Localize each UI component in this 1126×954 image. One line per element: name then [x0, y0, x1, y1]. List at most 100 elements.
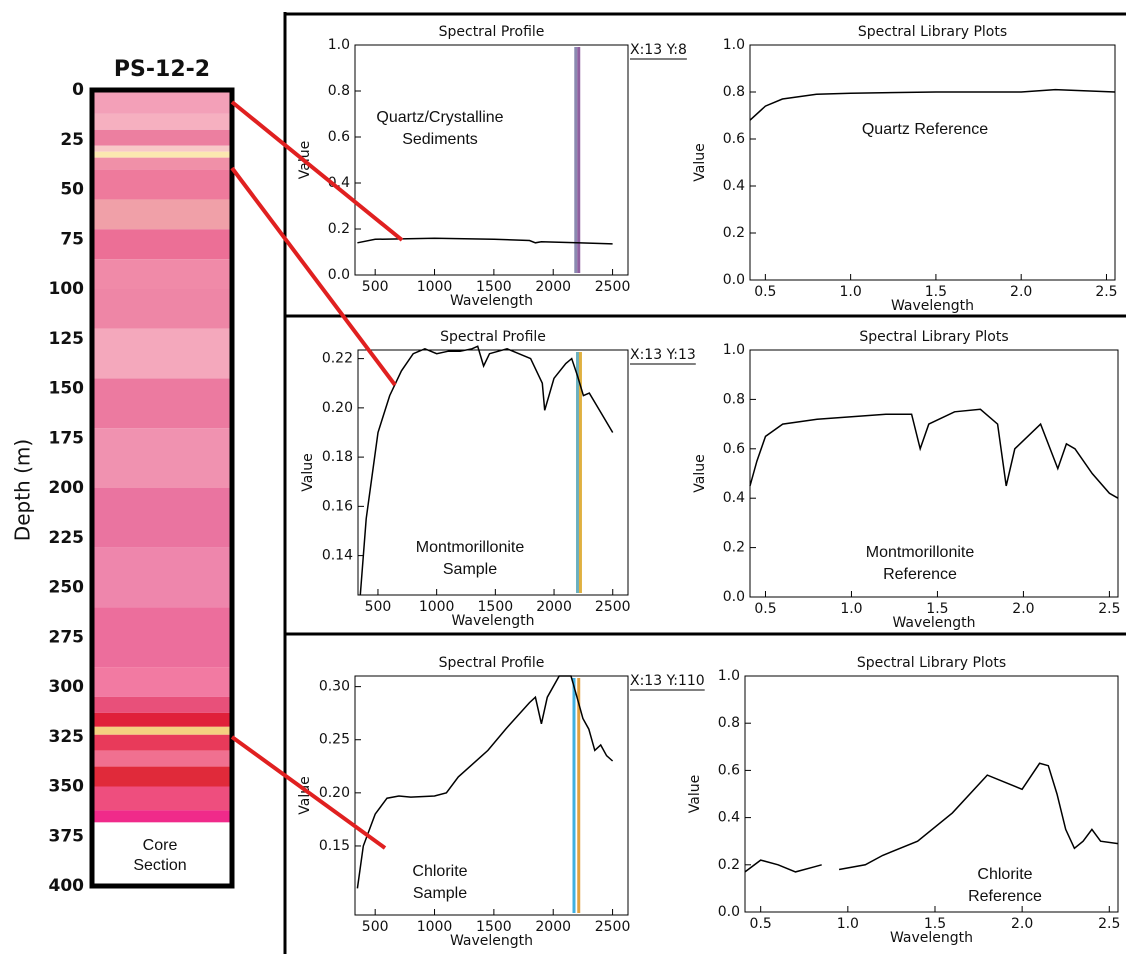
charts: PS-12-2 0 25 50 75 100 125 150 175 200 225 250 275 30…: [11, 24, 1121, 949]
annotation: Quartz/Crystalline: [376, 109, 503, 126]
core-layer: [92, 766, 232, 787]
connector: [230, 100, 404, 242]
spectrum-line: [356, 675, 614, 889]
x-tick-label: 1.0: [839, 284, 861, 300]
core-layer: [92, 113, 232, 130]
y-tick-label: 0.8: [328, 83, 350, 99]
annotation: Reference: [968, 888, 1042, 905]
core-layer: [92, 786, 232, 811]
chart-title: Spectral Profile: [439, 24, 545, 40]
y-tick-label: 0.6: [723, 131, 745, 147]
y-tick-label: 0.14: [322, 548, 353, 564]
x-axis-label: Wavelength: [450, 293, 533, 309]
y-tick-label: 0.2: [723, 225, 745, 241]
core-layer: [92, 259, 232, 289]
x-tick-label: 1.5: [924, 916, 946, 932]
core-layer: [92, 90, 232, 114]
core-layer: [92, 157, 232, 170]
core-layer: [92, 488, 232, 548]
x-tick-label: 1000: [419, 599, 455, 615]
plot-box: [354, 675, 629, 916]
y-tick-label: 375: [49, 826, 85, 846]
x-axis-label: Wavelength: [891, 298, 974, 314]
y-tick-label: 0.20: [322, 400, 353, 416]
y-tick-label: 0.8: [723, 84, 745, 100]
y-tick-label: 0.16: [322, 498, 353, 514]
annotation: Montmorillonite: [866, 544, 975, 561]
x-tick-label: 2.0: [1012, 601, 1034, 617]
core-layer: [92, 229, 232, 260]
chart-title: Spectral Library Plots: [858, 24, 1007, 40]
spectrum-line: [749, 88, 1116, 121]
core-layer: [92, 428, 232, 488]
y-tick-label: 0.20: [319, 785, 350, 801]
y-tick-label: 0.2: [718, 857, 740, 873]
chart-title: Spectral Profile: [440, 329, 546, 345]
x-tick-label: 500: [362, 279, 389, 295]
plot-box: [354, 44, 629, 276]
x-tick-label: 2000: [535, 919, 571, 935]
spectrum-line: [357, 237, 613, 245]
x-tick-label: 2.0: [1011, 916, 1033, 932]
x-axis-label: Wavelength: [892, 615, 975, 631]
y-tick-label: 0: [72, 80, 84, 100]
y-tick-label: 0.25: [319, 732, 350, 748]
y-tick-label: 1.0: [723, 342, 745, 358]
spectrum-line: [359, 345, 614, 596]
annotation: Sample: [443, 561, 497, 578]
core-layer: [92, 328, 232, 379]
y-tick-label: 0.2: [723, 540, 745, 556]
x-tick-label: 1500: [476, 919, 512, 935]
coordinates: X:13 Y:110: [630, 673, 705, 689]
y-tick-label: 0.15: [319, 838, 350, 854]
x-tick-label: 2.5: [1095, 284, 1117, 300]
annotation: Quartz Reference: [862, 121, 988, 138]
x-tick-label: 1000: [417, 919, 453, 935]
y-tick-label: 175: [49, 428, 85, 448]
core-layer: [92, 151, 232, 158]
x-tick-label: 2.0: [1010, 284, 1032, 300]
annotation: Sample: [413, 885, 467, 902]
plot-box: [749, 349, 1119, 598]
y-tick-label: 0.0: [723, 589, 745, 605]
y-tick-label: 0.4: [718, 810, 740, 826]
y-tick-label: 275: [49, 627, 85, 647]
y-axis-label: Value: [300, 453, 316, 491]
core-layer: [92, 667, 232, 697]
y-tick-label: 0.18: [322, 449, 353, 465]
core-layer: [92, 145, 232, 152]
x-tick-label: 1500: [476, 279, 512, 295]
plot-box: [749, 44, 1116, 281]
core-layer: [92, 378, 232, 429]
x-tick-label: 0.5: [754, 601, 776, 617]
y-tick-label: 0.30: [319, 679, 350, 695]
plot-box: [744, 675, 1119, 913]
x-tick-label: 2000: [536, 599, 572, 615]
core-layer: [92, 607, 232, 668]
x-tick-label: 0.5: [750, 916, 772, 932]
coordinates: X:13 Y:8: [630, 42, 687, 58]
core-layer: [92, 696, 232, 713]
x-tick-label: 1500: [478, 599, 514, 615]
y-tick-label: 100: [49, 279, 85, 299]
core-layer: [92, 734, 232, 751]
x-tick-label: 2000: [535, 279, 571, 295]
annotation: Chlorite: [977, 866, 1032, 883]
y-tick-label: 0.0: [718, 904, 740, 920]
y-tick-label: 125: [49, 329, 85, 349]
chart-title: Spectral Profile: [439, 655, 545, 671]
core-layer: [92, 712, 232, 727]
y-axis-label: Value: [692, 454, 708, 492]
plot-box: [357, 349, 629, 596]
y-tick-label: 0.6: [718, 762, 740, 778]
annotation: Reference: [883, 566, 957, 583]
y-axis-label: Value: [692, 143, 708, 181]
core-layer: [92, 726, 232, 735]
x-tick-label: 2500: [595, 919, 631, 935]
y-tick-label: 1.0: [718, 668, 740, 684]
x-tick-label: 1.5: [925, 284, 947, 300]
y-tick-label: 150: [49, 379, 85, 399]
x-tick-label: 1000: [417, 279, 453, 295]
spectrum-line: [749, 408, 1119, 499]
